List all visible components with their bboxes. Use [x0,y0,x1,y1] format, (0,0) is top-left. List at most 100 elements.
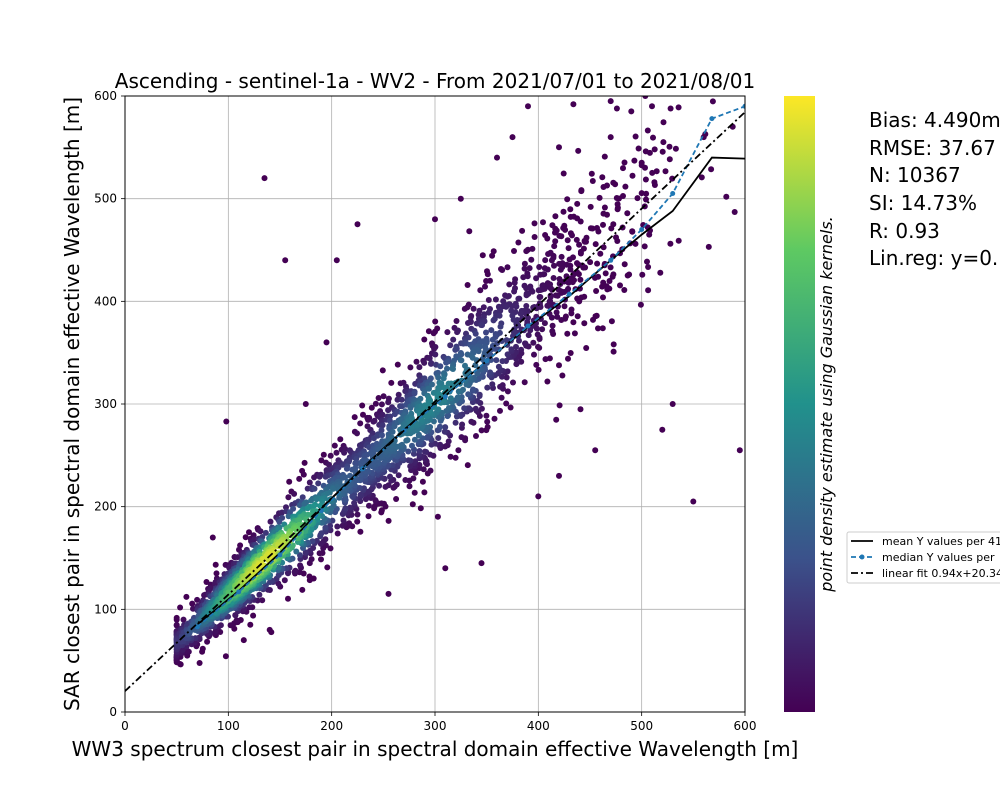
scatter-point [421,489,428,496]
scatter-point [503,337,510,344]
median-marker [442,394,448,400]
scatter-point [483,329,489,336]
scatter-point [319,498,326,505]
scatter-point [564,330,571,337]
scatter-point [509,134,516,141]
scatter-point [521,260,528,267]
scatter-point [639,271,646,278]
scatter-point [378,401,385,408]
linear-fit-line [125,111,745,692]
stats-block: Bias: 4.490m RMSE: 37.67 N: 10367 SI: 14… [869,108,1000,270]
scatter-point [552,213,559,220]
scatter-point [556,362,562,369]
scatter-point [523,303,530,309]
scatter-point [315,480,322,487]
scatter-point [425,328,432,335]
scatter-point [389,428,396,435]
scatter-point [442,443,449,450]
scatter-point [649,169,656,176]
scatter-point [503,400,510,407]
scatter-point [516,337,522,344]
colorbar-label: point density estimate using Gaussian ke… [817,216,836,592]
scatter-point [428,381,435,388]
scatter-point [643,190,650,197]
scatter-point [587,225,594,232]
scatter-point [470,305,477,312]
scatter-point [331,442,338,449]
scatter-point [316,550,323,557]
stat-n: N: 10367 [869,163,961,187]
scatter-point [231,625,238,632]
scatter-point [406,483,413,490]
scatter-point [669,175,676,182]
scatter-point [487,277,493,284]
scatter-point [515,295,522,302]
scatter-point [534,331,541,338]
scatter-point [638,190,645,197]
scatter-point [385,399,392,406]
scatter-point [499,267,506,273]
scatter-point [533,361,540,368]
x-axis-label: WW3 spectrum closest pair in spectral do… [72,737,799,761]
scatter-point [427,397,434,404]
scatter-point [411,489,418,496]
scatter-point [504,264,511,271]
scatter-point [441,428,448,435]
scatter-point [660,119,667,126]
scatter-point [343,465,350,472]
scatter-point [341,449,348,456]
scatter-point [552,292,559,299]
scatter-point [276,518,283,525]
x-tick-label: 300 [424,719,447,733]
scatter-point [562,313,569,320]
scatter-point [379,367,386,374]
scatter-point [281,577,288,584]
x-tick-label: 200 [320,719,343,733]
scatter-point [371,417,378,424]
scatter-point [553,416,560,423]
scatter-point [303,516,310,523]
scatter-point [607,264,614,271]
scatter-point [323,339,330,346]
scatter-point [354,511,361,518]
x-tick-label: 100 [217,719,240,733]
y-tick-label: 0 [109,705,117,719]
scatter-point [520,274,527,281]
scatter-point [553,309,560,316]
stat-rmse: RMSE: 37.67 [869,136,996,160]
scatter-point [523,292,530,299]
scatter-point [600,221,606,228]
scatter-point [587,203,594,210]
scatter-point [498,394,505,401]
scatter-point [489,336,496,343]
scatter-point [242,534,249,541]
scatter-point [642,176,649,183]
scatter-point [419,478,426,485]
scatter-point [487,369,494,376]
scatter-point [577,276,584,283]
scatter-point [504,388,511,395]
scatter-point [173,622,180,629]
scatter-point [349,493,356,500]
scatter-point [382,483,389,490]
scatter-point [594,225,600,231]
scatter-point [453,413,460,420]
scatter-point [596,194,603,201]
scatter-point [564,196,571,203]
scatter-point [346,520,353,527]
scatter-point [544,378,551,385]
scatter-point [535,493,542,500]
scatter-point [327,452,334,459]
scatter-point [558,253,565,260]
scatter-point [300,471,307,478]
scatter-point [316,473,323,480]
stat-si: SI: 14.73% [869,191,977,215]
scatter-point [310,503,317,510]
scatter-point [497,407,503,414]
scatter-point [450,366,456,372]
scatter-point [524,319,531,325]
scatter-point [653,168,660,175]
scatter-point [731,209,738,215]
scatter-point [437,423,443,430]
scatter-point [347,472,353,479]
